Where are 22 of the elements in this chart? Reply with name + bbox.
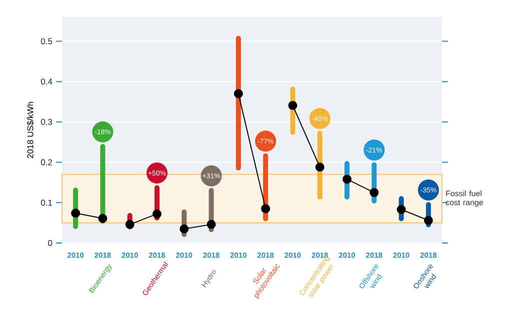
y-tick-label: 0.5 [40, 38, 52, 44]
point [424, 216, 433, 225]
point [370, 188, 379, 198]
point [234, 89, 243, 98]
point [206, 220, 216, 229]
y-tick-label: 0.4 [40, 78, 52, 85]
point [261, 204, 270, 214]
point [152, 209, 162, 218]
point [288, 100, 298, 110]
point [315, 162, 324, 172]
y-tick-label: 0.2 [40, 159, 52, 166]
point [71, 208, 80, 218]
y-axis-title: 2018 US$/kWh [26, 102, 34, 158]
band-label: Fossil fuel cost range [446, 190, 483, 207]
point [342, 174, 352, 184]
point [396, 205, 406, 214]
point [98, 214, 108, 223]
point [180, 224, 189, 234]
y-tick-label: 0.1 [40, 200, 52, 206]
y-tick-label: 0 [48, 240, 52, 246]
y-tick-label: 0.3 [40, 118, 52, 125]
point [125, 220, 134, 229]
